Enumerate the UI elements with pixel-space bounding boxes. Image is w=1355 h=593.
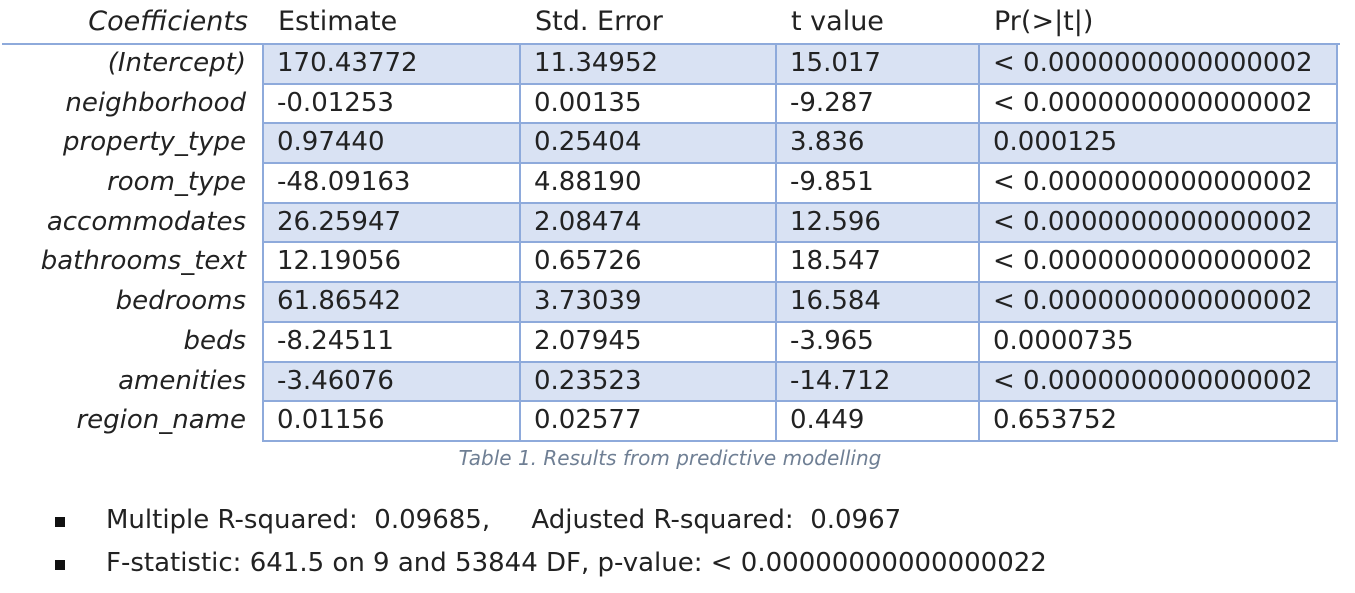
std-error-cell: 0.65726 [519,243,775,284]
table-row: beds -8.24511 2.07945 -3.965 0.0000735 [0,322,1340,363]
p-value-cell: 0.0000735 [978,322,1338,363]
square-bullet-icon [55,560,65,570]
header-std-error: Std. Error [535,6,663,37]
list-item: F-statistic: 641.5 on 9 and 53844 DF, p-… [0,548,1340,591]
row-label: property_type [63,127,246,158]
r-squared-text: Multiple R-squared: 0.09685, Adjusted R-… [106,505,902,535]
p-value-cell: < 0.0000000000000002 [978,243,1338,284]
std-error-cell: 3.73039 [519,283,775,323]
t-value-cell: -9.287 [775,84,978,125]
table-row: (Intercept) 170.43772 11.34952 15.017 < … [0,45,1340,85]
table-caption: Table 1. Results from predictive modelli… [458,446,882,470]
square-bullet-icon [55,517,65,527]
t-value-cell: 3.836 [775,124,978,165]
p-value-cell: < 0.0000000000000002 [978,362,1338,403]
header-coefficients: Coefficients [88,6,248,37]
row-label: (Intercept) [107,48,246,78]
std-error-cell: 0.00135 [519,84,775,125]
estimate-cell: 26.25947 [262,203,519,244]
std-error-cell: 4.88190 [519,164,775,204]
t-value-cell: 15.017 [775,45,978,85]
table-row: room_type -48.09163 4.88190 -9.851 < 0.0… [0,164,1340,204]
p-value-cell: < 0.0000000000000002 [978,203,1338,244]
model-stats-list: Multiple R-squared: 0.09685, Adjusted R-… [0,505,1340,591]
row-label: neighborhood [65,87,246,118]
t-value-cell: -3.965 [775,322,978,363]
estimate-cell: -3.46076 [262,362,519,403]
list-item: Multiple R-squared: 0.09685, Adjusted R-… [0,505,1340,548]
table-row: amenities -3.46076 0.23523 -14.712 < 0.0… [0,362,1340,403]
row-label: bathrooms_text [40,246,246,277]
table-row: region_name 0.01156 0.02577 0.449 0.6537… [0,402,1340,442]
row-label: room_type [107,167,246,198]
table-row: bathrooms_text 12.19056 0.65726 18.547 <… [0,243,1340,284]
estimate-cell: -48.09163 [262,164,519,204]
table-header-row: Coefficients Estimate Std. Error t value… [2,0,1340,45]
std-error-cell: 2.08474 [519,203,775,244]
std-error-cell: 0.02577 [519,402,775,442]
t-value-cell: 12.596 [775,203,978,244]
f-statistic-text: F-statistic: 641.5 on 9 and 53844 DF, p-… [106,548,1047,578]
row-label: region_name [76,405,246,436]
std-error-cell: 0.25404 [519,124,775,165]
row-label: beds [183,325,246,356]
table-row: bedrooms 61.86542 3.73039 16.584 < 0.000… [0,283,1340,323]
estimate-cell: 0.97440 [262,124,519,165]
row-label: bedrooms [115,286,246,317]
estimate-cell: 0.01156 [262,402,519,442]
std-error-cell: 2.07945 [519,322,775,363]
p-value-cell: 0.653752 [978,402,1338,442]
header-t-value: t value [791,6,884,37]
std-error-cell: 11.34952 [519,45,775,85]
table-row: accommodates 26.25947 2.08474 12.596 < 0… [0,203,1340,244]
t-value-cell: 18.547 [775,243,978,284]
t-value-cell: 16.584 [775,283,978,323]
coefficients-table: Coefficients Estimate Std. Error t value… [0,0,1340,442]
p-value-cell: < 0.0000000000000002 [978,84,1338,125]
header-p-value: Pr(>|t|) [994,6,1094,37]
p-value-cell: 0.000125 [978,124,1338,165]
t-value-cell: -9.851 [775,164,978,204]
estimate-cell: 170.43772 [262,45,519,85]
p-value-cell: < 0.0000000000000002 [978,164,1338,204]
p-value-cell: < 0.0000000000000002 [978,283,1338,323]
row-label: accommodates [46,206,246,237]
p-value-cell: < 0.0000000000000002 [978,45,1338,85]
header-estimate: Estimate [278,6,398,37]
estimate-cell: -8.24511 [262,322,519,363]
t-value-cell: 0.449 [775,402,978,442]
table-row: neighborhood -0.01253 0.00135 -9.287 < 0… [0,84,1340,125]
estimate-cell: 61.86542 [262,283,519,323]
table-row: property_type 0.97440 0.25404 3.836 0.00… [0,124,1340,165]
t-value-cell: -14.712 [775,362,978,403]
estimate-cell: 12.19056 [262,243,519,284]
row-label: amenities [118,365,246,396]
estimate-cell: -0.01253 [262,84,519,125]
std-error-cell: 0.23523 [519,362,775,403]
